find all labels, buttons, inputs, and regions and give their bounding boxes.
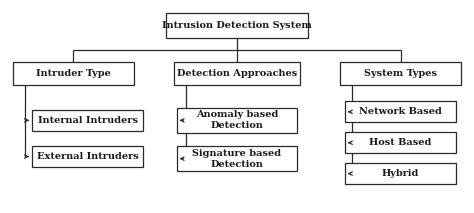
Text: Detection Approaches: Detection Approaches: [177, 69, 297, 78]
FancyBboxPatch shape: [32, 110, 143, 131]
FancyBboxPatch shape: [176, 146, 298, 171]
FancyBboxPatch shape: [13, 62, 134, 85]
Text: Hybrid: Hybrid: [382, 169, 419, 178]
Text: External Intruders: External Intruders: [37, 152, 138, 161]
Text: System Types: System Types: [364, 69, 437, 78]
Text: Network Based: Network Based: [359, 107, 442, 116]
Text: Intruder Type: Intruder Type: [36, 69, 111, 78]
FancyBboxPatch shape: [166, 13, 308, 38]
Text: Host Based: Host Based: [369, 138, 432, 147]
FancyBboxPatch shape: [340, 62, 461, 85]
FancyBboxPatch shape: [174, 62, 300, 85]
Text: Internal Intruders: Internal Intruders: [38, 116, 137, 125]
FancyBboxPatch shape: [345, 163, 456, 184]
Text: Intrusion Detection System: Intrusion Detection System: [162, 21, 312, 30]
Text: Anomaly based
Detection: Anomaly based Detection: [196, 110, 278, 130]
Text: Signature based
Detection: Signature based Detection: [192, 149, 282, 169]
FancyBboxPatch shape: [176, 108, 298, 133]
FancyBboxPatch shape: [32, 146, 143, 167]
FancyBboxPatch shape: [345, 101, 456, 122]
FancyBboxPatch shape: [345, 132, 456, 153]
